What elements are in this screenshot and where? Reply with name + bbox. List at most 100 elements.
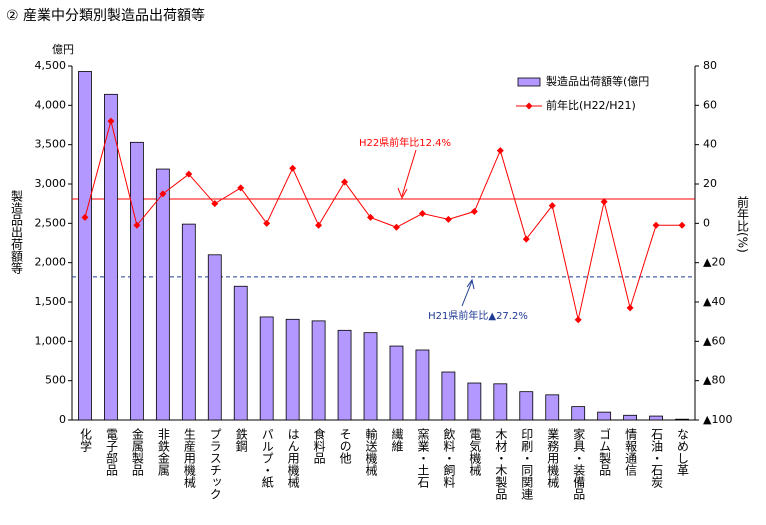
marker xyxy=(341,178,349,186)
y-unit: 億円 xyxy=(52,43,74,56)
x-tick-label: パルプ・紙 xyxy=(260,428,274,489)
x-tick-label: 生産用機械 xyxy=(182,428,196,488)
x-tick-label: なめし革 xyxy=(676,428,690,476)
x-tick-label: 鉄鋼 xyxy=(234,427,248,452)
annotation: H22県前年比12.4% xyxy=(359,136,451,149)
y2-tick-label: ▲80 xyxy=(703,374,725,387)
x-tick-label: はん用機械 xyxy=(286,428,300,488)
annotation: H21県前年比▲27.2% xyxy=(428,309,528,322)
marker xyxy=(418,210,426,217)
x-tick-label: 木材・木製品 xyxy=(494,428,508,500)
bar xyxy=(623,414,638,421)
bar xyxy=(285,318,300,421)
bar xyxy=(181,223,196,421)
y-tick-label: 4,000 xyxy=(35,98,67,111)
y-tick-label: 1,000 xyxy=(35,334,67,347)
x-tick-label: 印刷・同関連 xyxy=(520,428,534,501)
marker xyxy=(133,221,141,229)
marker xyxy=(107,117,115,125)
bar xyxy=(675,418,689,421)
annotation-arrow xyxy=(461,280,473,307)
bar xyxy=(389,345,404,421)
bar xyxy=(233,285,248,421)
marker xyxy=(159,190,167,198)
bar xyxy=(649,415,663,421)
bar xyxy=(441,371,456,421)
bar xyxy=(259,316,274,421)
y-tick-label: 500 xyxy=(45,374,66,387)
x-tick-label: ゴム製品 xyxy=(598,427,612,476)
y2-tick-label: 40 xyxy=(703,138,717,151)
marker xyxy=(392,223,400,231)
y-tick-label: 3,500 xyxy=(35,138,67,151)
marker xyxy=(600,198,608,206)
y-axis-title: 製造品出荷額等 xyxy=(10,190,24,274)
marker xyxy=(185,170,193,178)
legend-label: 製造品出荷額等(億円 xyxy=(546,74,649,88)
marker xyxy=(678,221,686,229)
y2-axis-title: 前年比(%) xyxy=(736,195,750,253)
marker xyxy=(574,316,582,324)
x-tick-label: 食料品 xyxy=(312,427,326,464)
marker xyxy=(548,202,556,210)
bar xyxy=(519,391,534,421)
marker xyxy=(263,219,271,227)
x-tick-label: 飲料・飼料 xyxy=(442,427,456,488)
y-tick-label: 4,500 xyxy=(35,59,67,72)
marker xyxy=(652,221,660,229)
bar xyxy=(337,329,352,421)
bar xyxy=(207,254,222,421)
bar xyxy=(493,383,508,421)
arrow-head xyxy=(397,187,408,200)
bar xyxy=(104,93,118,421)
x-tick-label: その他 xyxy=(338,428,352,464)
y-tick-label: 0 xyxy=(59,413,66,426)
y-tick-label: 2,000 xyxy=(35,256,67,269)
legend-label: 前年比(H22/H21) xyxy=(546,98,636,112)
bar xyxy=(311,320,326,421)
y-tick-label: 2,500 xyxy=(35,216,67,229)
marker xyxy=(315,221,323,229)
chart-title: ② 産業中分類別製造品出荷額等 xyxy=(6,7,205,24)
bar xyxy=(467,382,482,421)
legend-marker xyxy=(525,102,533,110)
marker xyxy=(444,215,452,223)
line xyxy=(84,119,683,320)
annotation-arrow xyxy=(401,149,417,197)
x-tick-label: 繊維 xyxy=(390,428,404,452)
x-tick-label: 情報通信 xyxy=(624,428,638,477)
x-tick-label: プラスチック xyxy=(208,428,222,500)
y2-tick-label: 0 xyxy=(703,216,710,229)
y-tick-label: 3,000 xyxy=(35,177,67,190)
marker xyxy=(81,213,89,221)
bar xyxy=(597,411,612,421)
x-tick-label: 家具・装備品 xyxy=(572,427,586,500)
y2-tick-label: ▲100 xyxy=(703,413,732,426)
x-tick-label: 石油・石炭 xyxy=(650,428,664,489)
marker xyxy=(367,213,375,221)
marker xyxy=(289,164,297,172)
bar xyxy=(571,406,586,421)
arrow-head xyxy=(466,278,475,290)
y2-tick-label: ▲20 xyxy=(703,256,725,269)
x-tick-label: 電子部品 xyxy=(104,428,118,476)
y2-tick-label: 60 xyxy=(703,98,717,111)
marker xyxy=(470,208,478,216)
x-tick-label: 化学 xyxy=(78,428,92,452)
marker xyxy=(211,200,219,208)
marker xyxy=(626,304,634,312)
x-tick-label: 輸送機械 xyxy=(364,427,378,476)
bar xyxy=(545,394,560,421)
y2-tick-label: ▲40 xyxy=(703,295,725,308)
x-tick-label: 金属製品 xyxy=(130,427,144,476)
marker xyxy=(237,184,245,192)
bar xyxy=(78,71,92,421)
y2-tick-label: 80 xyxy=(703,59,717,72)
y2-tick-label: ▲60 xyxy=(703,334,725,347)
bar xyxy=(129,141,144,421)
x-tick-label: 電気機械 xyxy=(468,428,482,476)
bar xyxy=(415,349,430,421)
marker xyxy=(496,147,504,155)
bar xyxy=(363,332,378,421)
